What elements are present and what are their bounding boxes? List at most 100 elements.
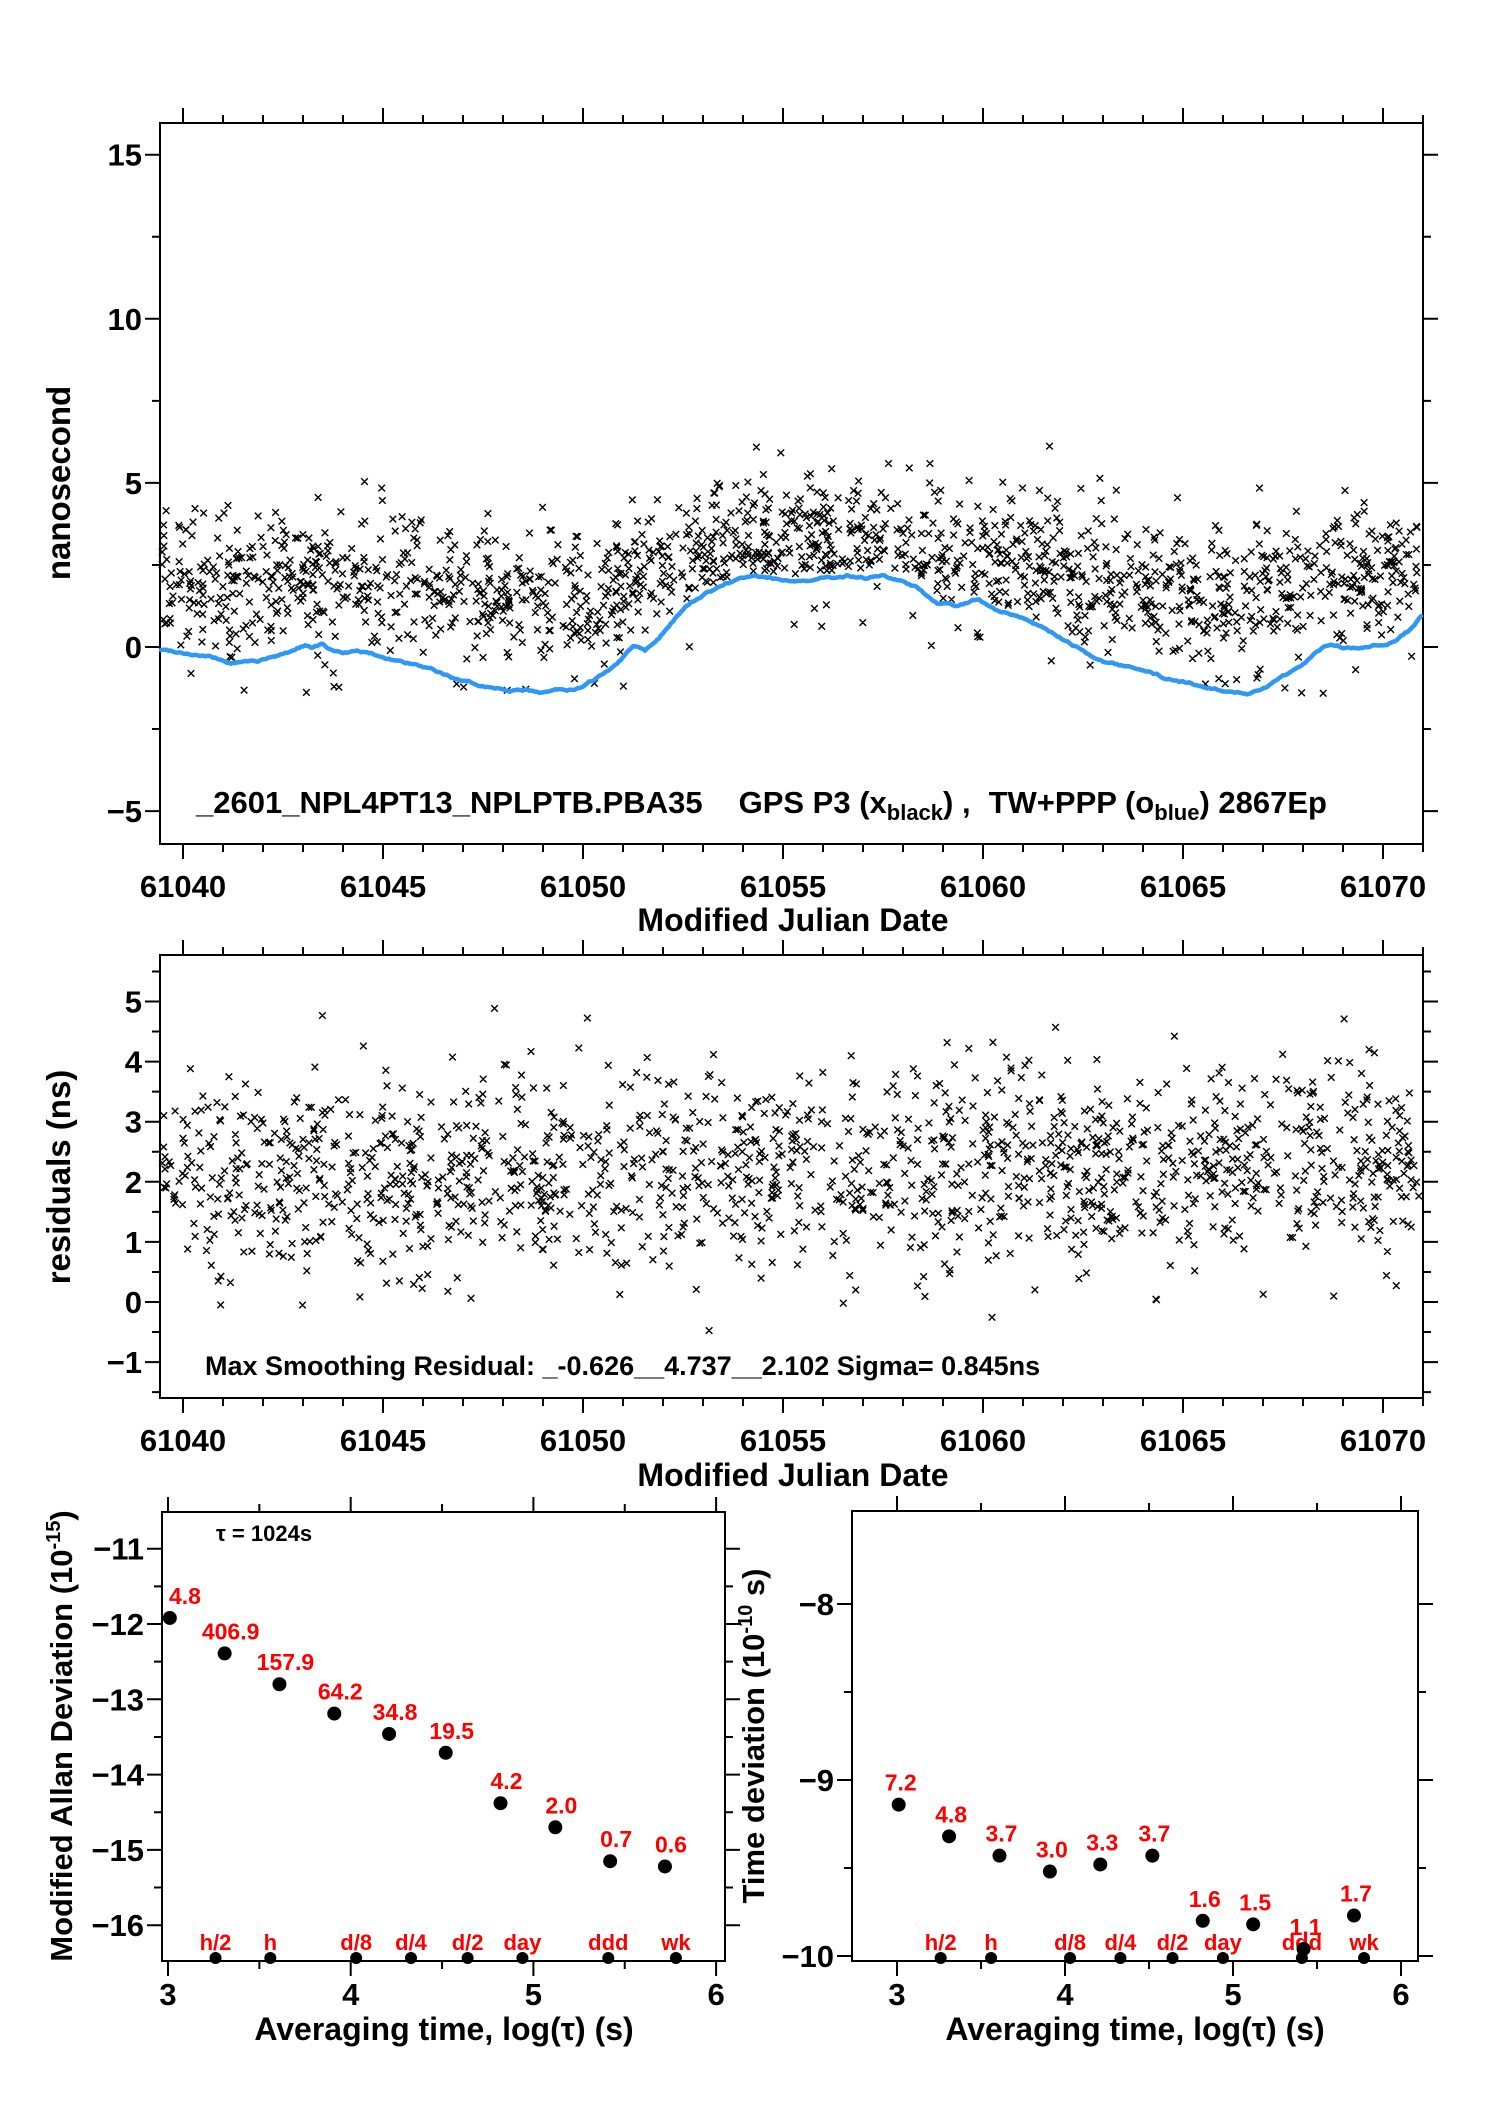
y-tick-label: 2	[125, 1165, 142, 1200]
data-point-label: 406.9	[202, 1618, 260, 1644]
axes-frame	[851, 1510, 1419, 1962]
tau-dot	[1216, 1952, 1229, 1964]
data-point	[657, 1859, 672, 1874]
x-axis-title-mdev: Averaging time, log(τ) (s)	[254, 2011, 633, 2047]
tau-dot	[602, 1952, 615, 1964]
scatter-points	[158, 1004, 1423, 1335]
tau-label: d/2	[1157, 1930, 1189, 1955]
x-axis-title-phase: Modified Julian Date	[637, 902, 948, 938]
x-tick-label: 61050	[540, 869, 626, 904]
tau-label: d/4	[1105, 1930, 1138, 1955]
data-point-label: 157.9	[257, 1649, 315, 1675]
x-tick-label: 61040	[140, 869, 226, 904]
x-tick-label: 4	[1056, 1977, 1074, 2012]
data-point-label: 1.7	[1340, 1881, 1372, 1907]
data-point-label: 3.0	[1036, 1837, 1068, 1863]
data-point-label: 4.2	[491, 1768, 523, 1794]
data-point-label: 3.3	[1086, 1829, 1118, 1855]
axes-frame	[159, 122, 1424, 845]
x-axis-title-tdev: Averaging time, log(τ) (s)	[945, 2011, 1324, 2047]
x-tick-label: 3	[888, 1977, 905, 2012]
tau-label: h/2	[925, 1930, 957, 1955]
data-point-label: 19.5	[429, 1718, 474, 1744]
x-tick-label: 61065	[1140, 1423, 1226, 1458]
data-point-label: 0.7	[600, 1826, 632, 1852]
data-point	[217, 1646, 232, 1661]
y-tick-label: −10	[781, 1939, 834, 1974]
tau-dot	[1064, 1952, 1077, 1964]
data-point	[1145, 1848, 1160, 1863]
y-tick-label: −16	[91, 1908, 144, 1943]
tau-label: day	[503, 1930, 542, 1955]
tau-dot	[209, 1952, 222, 1964]
tau-label: wk	[660, 1930, 691, 1955]
x-tick-label: 4	[342, 1977, 360, 2012]
data-point	[942, 1829, 957, 1844]
tau-dot	[264, 1952, 277, 1964]
residual-annotation: Max Smoothing Residual: _-0.626__4.737__…	[205, 1351, 1040, 1381]
y-tick-label: 1	[125, 1225, 142, 1260]
data-point	[1246, 1917, 1261, 1932]
data-point	[1296, 1941, 1311, 1956]
x-axis-title-residuals: Modified Julian Date	[637, 1457, 948, 1493]
y-tick-label: −12	[91, 1607, 144, 1642]
y-tick-label: 4	[125, 1045, 143, 1080]
y-tick-label: −13	[91, 1682, 144, 1717]
data-point	[438, 1745, 453, 1760]
x-tick-label: 61060	[940, 869, 1026, 904]
y-axis-title-phase: nanosecond	[40, 386, 77, 580]
data-point	[1195, 1913, 1210, 1928]
data-point	[603, 1854, 618, 1869]
x-tick-label: 61040	[140, 1423, 226, 1458]
panel-modified-allan-deviation: 3 4 5 6 −11 −12 −13 −14 −15 −16 Modified Allan Dev…	[43, 1497, 740, 2012]
x-tick-label: 5	[525, 1977, 542, 2012]
y-tick-label: −14	[91, 1758, 144, 1793]
data-point-label: 3.7	[1138, 1821, 1170, 1847]
tau-label: d/8	[340, 1930, 372, 1955]
tau-label: wk	[1348, 1930, 1379, 1955]
y-tick-label: 5	[125, 985, 142, 1020]
x-tick-label: 61055	[740, 869, 826, 904]
tau-dot	[350, 1952, 363, 1964]
x-tick-label: 6	[1392, 1977, 1409, 2012]
x-tick-label: 61060	[940, 1423, 1026, 1458]
y-tick-label: 15	[108, 138, 142, 173]
x-tick-label: 61055	[740, 1423, 826, 1458]
data-point	[327, 1706, 342, 1721]
y-tick-label: 0	[125, 1285, 142, 1320]
data-point-label: 64.2	[318, 1679, 363, 1705]
tau-dot	[1166, 1952, 1179, 1964]
data-point-label: 7.2	[885, 1770, 917, 1796]
y-tick-label: 0	[125, 630, 142, 665]
data-point	[493, 1796, 508, 1811]
data-point-label: 2.0	[545, 1792, 577, 1818]
x-tick-label: 61070	[1340, 1423, 1426, 1458]
data-point-label: 4.8	[169, 1583, 201, 1609]
data-point-label: 34.8	[373, 1699, 418, 1725]
x-tick-label: 5	[1224, 1977, 1241, 2012]
tau-dot	[516, 1952, 529, 1964]
tau-dot	[1358, 1952, 1371, 1964]
tau-dot	[985, 1952, 998, 1964]
tau-label: h/2	[200, 1930, 232, 1955]
data-point-label: 4.8	[935, 1801, 967, 1827]
data-point	[1346, 1908, 1361, 1923]
x-tick-label: 61065	[1140, 869, 1226, 904]
x-tick-label: 61045	[340, 869, 426, 904]
y-axis-title-residuals: residuals (ns)	[40, 1070, 77, 1285]
y-tick-label: −9	[799, 1763, 834, 1798]
data-point	[1093, 1857, 1108, 1872]
tick-marks	[145, 940, 1438, 1413]
y-axis-title: Modified Allan Deviation (10-15)	[43, 1510, 79, 1961]
tau-dot	[461, 1952, 474, 1964]
data-point	[992, 1848, 1007, 1863]
data-point-label: 0.6	[655, 1831, 687, 1857]
y-tick-label: 3	[125, 1105, 142, 1140]
x-tick-label: 3	[159, 1977, 176, 2012]
data-point	[382, 1726, 397, 1741]
panel-phase-comparison: 61040 61045 61050 61055 61060 61065 61070 15 10 5…	[107, 108, 1438, 904]
tau-annotation: τ = 1024s	[216, 1521, 312, 1546]
panel-time-deviation: 3 4 5 6 −8 −9 −10 Time deviation (10-10 s) h/2 h d…	[735, 1496, 1433, 2012]
tick-marks	[147, 1497, 740, 1976]
